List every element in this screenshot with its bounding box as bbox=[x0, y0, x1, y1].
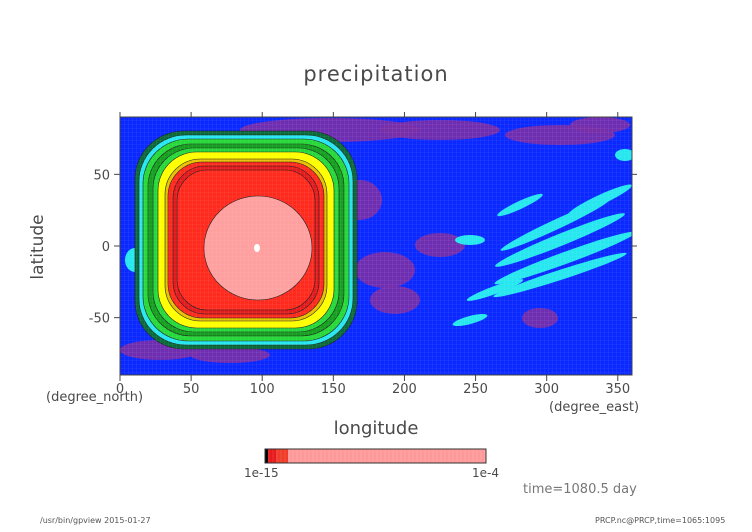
x-tick-label: 150 bbox=[321, 382, 346, 397]
colorbar-segment bbox=[288, 449, 486, 463]
y-tick-label: -50 bbox=[89, 312, 110, 327]
colorbar bbox=[264, 448, 487, 464]
x-tick-label: 350 bbox=[605, 382, 630, 397]
x-tick-label: 250 bbox=[463, 382, 488, 397]
x-tick-label: 100 bbox=[250, 382, 275, 397]
x-axis-unit: (degree_east) bbox=[549, 400, 640, 415]
x-tick-label: 300 bbox=[534, 382, 559, 397]
chart-title: precipitation bbox=[303, 62, 449, 86]
x-tick-label: 200 bbox=[392, 382, 417, 397]
colorbar-segment bbox=[268, 449, 276, 463]
y-tick-label: 50 bbox=[93, 168, 110, 183]
axes: 0 50 100 150 200 250 300 350 -50 0 50 bbox=[89, 112, 637, 397]
x-axis-label: longitude bbox=[333, 418, 419, 439]
time-annotation: time=1080.5 day bbox=[523, 482, 637, 497]
y-tick-label: 0 bbox=[102, 240, 110, 255]
y-axis-unit: (degree_north) bbox=[46, 390, 144, 405]
colorbar-frame bbox=[264, 448, 487, 464]
colorbar-segment bbox=[265, 449, 268, 463]
footer-right: PRCP.nc@PRCP,time=1065:1095 bbox=[595, 516, 726, 525]
footer-left: /usr/bin/gpview 2015-01-27 bbox=[40, 516, 151, 525]
x-tick-label: 0 bbox=[116, 382, 124, 397]
grid-overlay bbox=[120, 117, 632, 375]
colorbar-min-label: 1e-15 bbox=[244, 466, 279, 480]
colorbar-segment bbox=[276, 449, 288, 463]
x-tick-label: 50 bbox=[183, 382, 200, 397]
colorbar-max-label: 1e-4 bbox=[472, 466, 499, 480]
plot-area bbox=[120, 117, 632, 375]
